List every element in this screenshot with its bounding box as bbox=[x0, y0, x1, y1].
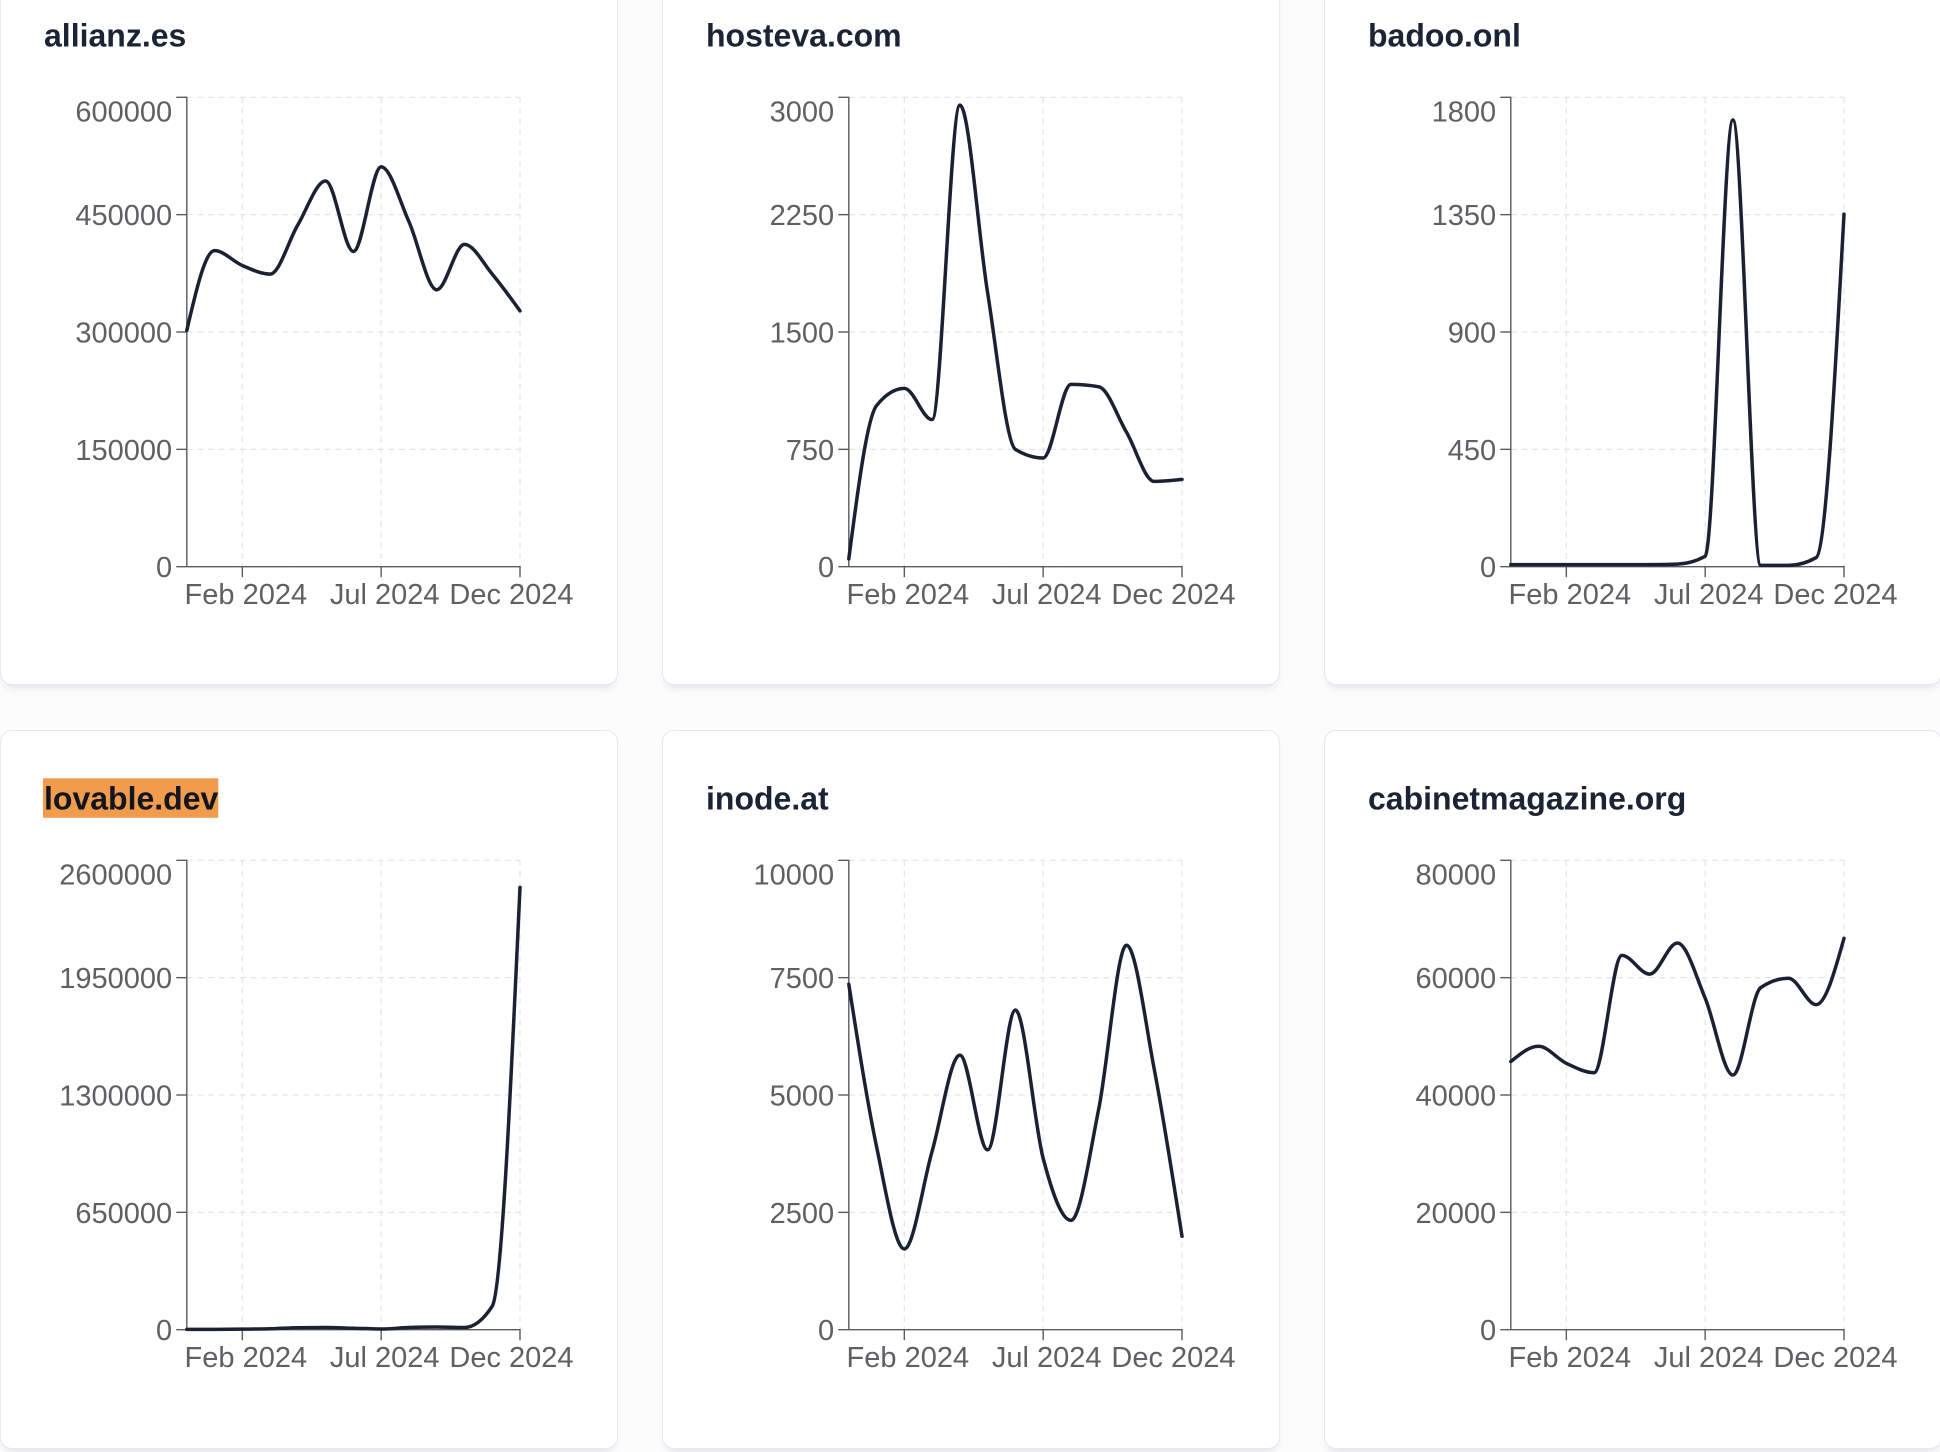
svg-text:0: 0 bbox=[156, 1315, 172, 1347]
svg-text:5000: 5000 bbox=[769, 1080, 834, 1112]
svg-text:1500: 1500 bbox=[769, 317, 834, 349]
svg-text:2500: 2500 bbox=[769, 1198, 834, 1230]
svg-text:Jul 2024: Jul 2024 bbox=[991, 579, 1101, 611]
svg-text:60000: 60000 bbox=[1415, 963, 1496, 995]
svg-text:3000: 3000 bbox=[769, 96, 834, 128]
svg-text:Feb 2024: Feb 2024 bbox=[184, 579, 307, 611]
svg-text:Jul 2024: Jul 2024 bbox=[329, 579, 439, 611]
svg-text:Jul 2024: Jul 2024 bbox=[1653, 1342, 1763, 1374]
svg-text:Dec 2024: Dec 2024 bbox=[449, 1342, 573, 1374]
svg-text:0: 0 bbox=[818, 552, 834, 584]
svg-text:Dec 2024: Dec 2024 bbox=[1773, 1342, 1897, 1374]
svg-text:lovable.dev: lovable.dev bbox=[44, 781, 219, 817]
svg-text:Jul 2024: Jul 2024 bbox=[1653, 579, 1763, 611]
svg-text:7500: 7500 bbox=[769, 963, 834, 995]
svg-text:650000: 650000 bbox=[75, 1198, 172, 1230]
svg-text:cabinetmagazine.org: cabinetmagazine.org bbox=[1368, 781, 1686, 817]
svg-text:Dec 2024: Dec 2024 bbox=[1111, 1342, 1235, 1374]
svg-text:Feb 2024: Feb 2024 bbox=[846, 579, 969, 611]
svg-text:inode.at: inode.at bbox=[706, 781, 829, 817]
svg-text:Dec 2024: Dec 2024 bbox=[1773, 579, 1897, 611]
svg-text:2250: 2250 bbox=[769, 200, 834, 232]
svg-text:Feb 2024: Feb 2024 bbox=[1508, 1342, 1631, 1374]
svg-text:150000: 150000 bbox=[75, 434, 172, 466]
svg-text:Jul 2024: Jul 2024 bbox=[329, 1342, 439, 1374]
svg-text:450: 450 bbox=[1447, 434, 1495, 466]
svg-text:Jul 2024: Jul 2024 bbox=[991, 1342, 1101, 1374]
svg-text:450000: 450000 bbox=[75, 200, 172, 232]
svg-text:1350: 1350 bbox=[1431, 200, 1496, 232]
svg-text:Dec 2024: Dec 2024 bbox=[449, 579, 573, 611]
svg-text:Feb 2024: Feb 2024 bbox=[184, 1342, 307, 1374]
svg-text:80000: 80000 bbox=[1415, 860, 1496, 892]
svg-text:Feb 2024: Feb 2024 bbox=[1508, 579, 1631, 611]
svg-text:1950000: 1950000 bbox=[59, 963, 172, 995]
svg-text:0: 0 bbox=[1480, 1315, 1496, 1347]
svg-text:Feb 2024: Feb 2024 bbox=[846, 1342, 969, 1374]
svg-text:0: 0 bbox=[1480, 552, 1496, 584]
svg-text:1300000: 1300000 bbox=[59, 1080, 172, 1112]
svg-text:0: 0 bbox=[156, 552, 172, 584]
svg-text:900: 900 bbox=[1447, 317, 1495, 349]
svg-text:300000: 300000 bbox=[75, 317, 172, 349]
svg-text:2600000: 2600000 bbox=[59, 860, 172, 892]
svg-text:hosteva.com: hosteva.com bbox=[706, 17, 902, 53]
svg-text:0: 0 bbox=[818, 1315, 834, 1347]
svg-text:10000: 10000 bbox=[753, 860, 834, 892]
svg-text:600000: 600000 bbox=[75, 96, 172, 128]
svg-text:1800: 1800 bbox=[1431, 96, 1496, 128]
svg-text:badoo.onl: badoo.onl bbox=[1368, 17, 1521, 53]
svg-text:750: 750 bbox=[785, 434, 833, 466]
svg-text:20000: 20000 bbox=[1415, 1198, 1496, 1230]
svg-text:40000: 40000 bbox=[1415, 1080, 1496, 1112]
svg-text:allianz.es: allianz.es bbox=[44, 17, 186, 53]
svg-text:Dec 2024: Dec 2024 bbox=[1111, 579, 1235, 611]
